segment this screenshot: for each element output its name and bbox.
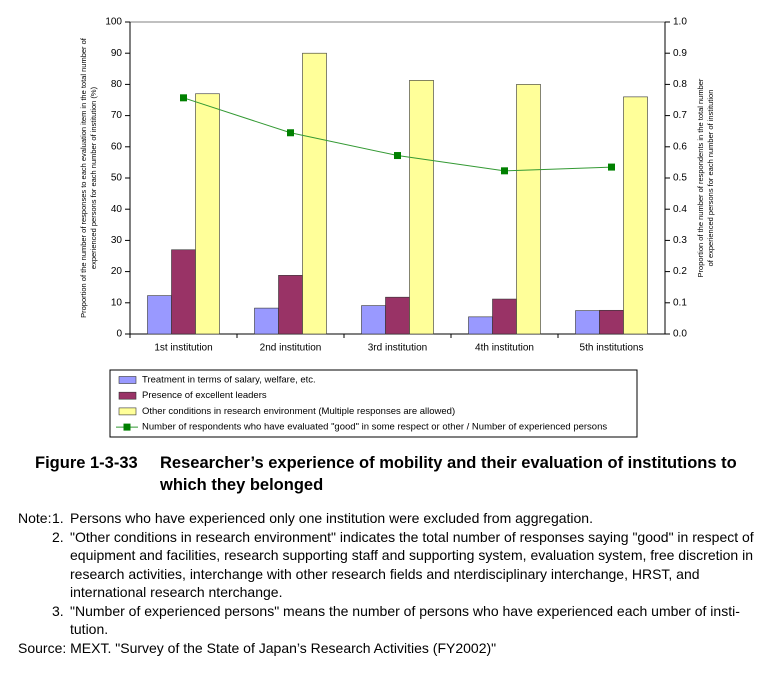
figure-number: Figure 1-3-33	[35, 454, 138, 472]
y2-tick-label: 0.9	[673, 48, 687, 59]
notes: Note: 1. Persons who have experienced onl…	[18, 509, 773, 639]
y-tick-label: 90	[111, 48, 123, 59]
source: Source: MEXT. "Survey of the State of Ja…	[18, 640, 497, 656]
note-number: 1.	[52, 510, 64, 526]
bar	[623, 96, 648, 335]
x-tick-label: 2nd institution	[260, 343, 322, 354]
chart: 0 10 20 30 40 50 60 70 80 90 100 0.0 0.1 0.2 0.3 0.4 0.5…	[79, 17, 715, 438]
marker	[394, 152, 401, 160]
y2-tick-label: 0.0	[673, 329, 687, 340]
y-tick-label: 100	[105, 17, 122, 28]
x-tick-label: 1st institution	[154, 343, 212, 354]
legend-label: Number of respondents who have evaluated…	[142, 422, 607, 433]
bar	[409, 80, 434, 335]
note-label: Note:	[18, 510, 52, 526]
y2-tick-label: 0.4	[673, 204, 687, 215]
y2-tick-label: 0.1	[673, 297, 687, 308]
legend-marker	[123, 423, 131, 431]
note: 3. "Number of experienced persons" means …	[52, 602, 773, 639]
bar	[171, 249, 196, 335]
y2-axis-label: of experienced persons for each number o…	[706, 90, 715, 267]
legend-label: Presence of excellent leaders	[142, 390, 267, 401]
legend-swatch	[118, 376, 137, 384]
y2-tick-label: 1.0	[673, 17, 687, 28]
note-text: "Number of experienced persons" means th…	[70, 602, 740, 638]
bar	[361, 305, 386, 335]
note: 2. "Other conditions in research environm…	[52, 528, 773, 602]
note-number: 2.	[52, 528, 64, 545]
bar	[278, 275, 303, 335]
y2-tick-label: 0.2	[673, 266, 687, 277]
caption: Figure 1-3-33 Researcher’s experience of…	[35, 452, 765, 496]
legend-label: Treatment in terms of salary, welfare, e…	[142, 375, 316, 386]
y-tick-label: 80	[111, 79, 123, 90]
y2-tick-label: 0.8	[673, 79, 687, 90]
note: 1. Persons who have experienced only one …	[52, 509, 773, 528]
note-text: Persons who have experienced only one in…	[70, 510, 593, 526]
bar	[492, 298, 517, 335]
y-tick-label: 70	[111, 110, 123, 121]
bar	[254, 307, 279, 335]
bar	[575, 310, 600, 335]
bar	[599, 309, 624, 335]
bar	[516, 84, 541, 335]
y-tick-label: 20	[111, 266, 123, 277]
marker	[608, 163, 615, 171]
note-text: "Other conditions in research environmen…	[70, 528, 754, 601]
legend-label: Other conditions in research environment…	[142, 406, 455, 417]
marker	[501, 167, 508, 175]
legend-swatch	[118, 407, 137, 416]
y-tick-label: 50	[111, 173, 123, 184]
bar	[385, 296, 410, 335]
bar	[302, 52, 327, 335]
legend	[109, 369, 638, 438]
y2-tick-label: 0.7	[673, 110, 687, 121]
bar	[147, 295, 172, 335]
y-axis-label: experienced persons for each number of i…	[89, 86, 98, 269]
bar	[468, 316, 493, 335]
y-tick-label: 60	[111, 141, 123, 152]
x-tick-label: 3rd institution	[368, 343, 427, 354]
figure-title: Researcher’s experience of mobility and …	[160, 454, 737, 494]
legend-swatch	[118, 391, 137, 400]
note-list: 1. Persons who have experienced only one …	[52, 509, 773, 639]
y-tick-label: 30	[111, 235, 123, 246]
y2-tick-label: 0.3	[673, 235, 687, 246]
x-tick-label: 4th institution	[475, 343, 534, 354]
marker	[180, 94, 187, 102]
y-tick-label: 0	[116, 329, 122, 340]
y-axis-label: Proportion of the number of responses to…	[79, 37, 88, 318]
marker	[287, 129, 294, 137]
bar	[195, 93, 220, 335]
y2-tick-label: 0.5	[673, 173, 687, 184]
y-tick-label: 40	[111, 204, 123, 215]
note-number: 3.	[52, 602, 64, 619]
y2-tick-label: 0.6	[673, 141, 687, 152]
y-tick-label: 10	[111, 297, 123, 308]
y2-axis-label: Proportion of the number of respondents …	[696, 78, 705, 277]
x-tick-label: 5th institutions	[580, 343, 644, 354]
